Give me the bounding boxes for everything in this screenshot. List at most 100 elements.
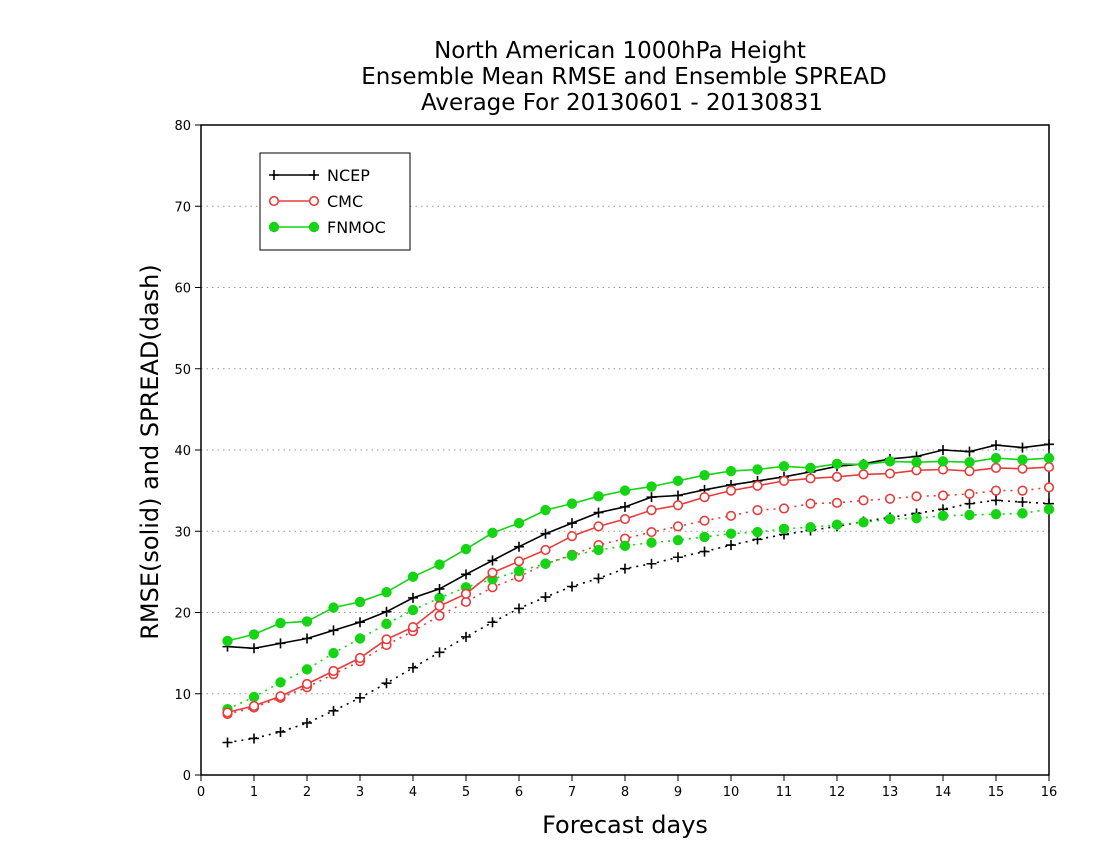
data-point-cmc-rmse	[540, 544, 551, 556]
series-fnmoc-rmse	[222, 452, 1055, 647]
data-point-ncep-rmse	[249, 643, 259, 654]
data-point-cmc-rmse	[513, 556, 525, 567]
x-tick-label: 10	[723, 785, 740, 800]
data-point-ncep-spread	[222, 737, 233, 748]
x-tick-label: 1	[250, 785, 258, 800]
data-point-fnmoc-spread	[805, 521, 816, 533]
x-tick-label: 16	[1041, 785, 1058, 800]
y-tick-label: 70	[174, 200, 191, 215]
data-point-ncep-rmse	[381, 606, 392, 617]
data-point-fnmoc-spread	[513, 565, 525, 577]
data-point-fnmoc-spread	[407, 604, 419, 616]
data-point-cmc-spread	[937, 490, 949, 501]
data-point-ncep-rmse	[938, 445, 948, 455]
data-point-ncep-rmse	[461, 569, 471, 580]
data-point-fnmoc-rmse	[884, 456, 896, 467]
data-point-ncep-spread	[434, 647, 445, 658]
title-line-3: Average For 20130601 - 20130831	[421, 90, 823, 116]
data-point-fnmoc-spread	[301, 664, 313, 675]
data-point-ncep-spread	[567, 581, 577, 592]
legend-label: NCEP	[327, 166, 370, 185]
legend: NCEP CMC FNMOC	[259, 152, 411, 251]
data-point-fnmoc-spread	[778, 523, 790, 535]
data-point-fnmoc-spread	[1017, 508, 1028, 519]
data-point-cmc-rmse	[725, 485, 737, 496]
data-point-cmc-rmse	[805, 473, 816, 484]
data-point-fnmoc-rmse	[1043, 452, 1055, 464]
chart-title: North American 1000hPa Height Ensemble M…	[361, 38, 886, 116]
data-point-fnmoc-rmse	[725, 465, 737, 477]
legend-item-cmc: CMC	[268, 192, 363, 211]
data-point-fnmoc-rmse	[487, 527, 498, 539]
legend-item-ncep: NCEP	[269, 166, 370, 185]
data-point-ncep-rmse	[275, 638, 286, 649]
data-point-fnmoc-spread	[990, 508, 1002, 520]
data-point-fnmoc-spread	[248, 691, 260, 703]
data-point-fnmoc-rmse	[513, 517, 525, 529]
data-point-cmc-spread	[752, 505, 763, 516]
data-point-fnmoc-rmse	[248, 629, 260, 640]
x-tick-label: 14	[935, 785, 952, 800]
title-line-1: North American 1000hPa Height	[434, 38, 806, 64]
data-point-cmc-rmse	[248, 700, 260, 712]
data-point-cmc-rmse	[328, 665, 339, 677]
data-point-ncep-spread	[275, 726, 286, 737]
data-point-cmc-rmse	[672, 500, 684, 511]
x-tick-label: 2	[303, 785, 311, 800]
legend-label: CMC	[327, 192, 363, 211]
data-point-fnmoc-spread	[434, 592, 445, 604]
x-tick-label: 9	[674, 785, 682, 800]
data-point-ncep-spread	[461, 631, 471, 642]
data-point-ncep-spread	[620, 563, 630, 574]
data-point-ncep-rmse	[408, 592, 418, 603]
legend-marker	[309, 170, 319, 180]
x-tick-label: 12	[829, 785, 846, 800]
data-point-cmc-rmse	[1017, 463, 1028, 474]
data-point-ncep-spread	[1017, 497, 1028, 507]
data-point-fnmoc-spread	[964, 509, 975, 521]
series-line-fnmoc-spread	[227, 508, 1050, 710]
data-point-fnmoc-spread	[752, 526, 763, 538]
data-point-fnmoc-rmse	[990, 452, 1002, 464]
y-tick-label: 50	[174, 363, 191, 378]
x-tick-label: 6	[515, 785, 523, 800]
data-point-cmc-rmse	[434, 600, 445, 612]
data-point-ncep-rmse	[593, 507, 604, 518]
data-point-fnmoc-spread	[699, 531, 710, 543]
data-point-cmc-spread	[434, 610, 445, 621]
data-point-cmc-spread	[990, 485, 1002, 496]
data-point-fnmoc-rmse	[301, 616, 313, 627]
data-point-fnmoc-rmse	[540, 504, 551, 516]
x-tick-label: 15	[988, 785, 1005, 800]
x-tick-label: 0	[197, 785, 205, 800]
data-point-fnmoc-spread	[328, 647, 339, 659]
data-point-fnmoc-rmse	[672, 475, 684, 487]
data-point-ncep-rmse	[328, 625, 339, 636]
data-point-cmc-rmse	[884, 468, 896, 479]
data-point-fnmoc-spread	[619, 540, 631, 552]
legend-marker	[268, 221, 280, 233]
data-point-cmc-rmse	[619, 513, 631, 525]
y-axis-label: RMSE(solid) and SPREAD(dash)	[136, 264, 164, 640]
data-point-cmc-spread	[725, 510, 737, 521]
data-point-fnmoc-rmse	[381, 586, 392, 598]
y-tick-label: 10	[174, 688, 191, 703]
data-point-fnmoc-rmse	[354, 596, 366, 608]
data-point-cmc-rmse	[699, 492, 710, 503]
data-point-ncep-spread	[408, 662, 418, 673]
data-point-ncep-spread	[514, 603, 524, 614]
y-tick-label: 60	[174, 282, 191, 297]
data-point-ncep-rmse	[302, 633, 312, 644]
data-point-ncep-spread	[249, 733, 259, 744]
data-point-cmc-spread	[460, 596, 472, 608]
data-point-cmc-spread	[858, 495, 869, 506]
data-point-fnmoc-spread	[831, 519, 843, 530]
data-point-cmc-rmse	[222, 707, 233, 718]
data-point-ncep-rmse	[355, 617, 365, 628]
data-point-cmc-spread	[805, 498, 816, 509]
data-point-fnmoc-spread	[646, 537, 657, 548]
data-point-cmc-rmse	[858, 469, 869, 480]
data-point-cmc-rmse	[990, 462, 1002, 473]
data-point-cmc-spread	[1043, 482, 1055, 493]
data-point-fnmoc-rmse	[858, 459, 869, 470]
